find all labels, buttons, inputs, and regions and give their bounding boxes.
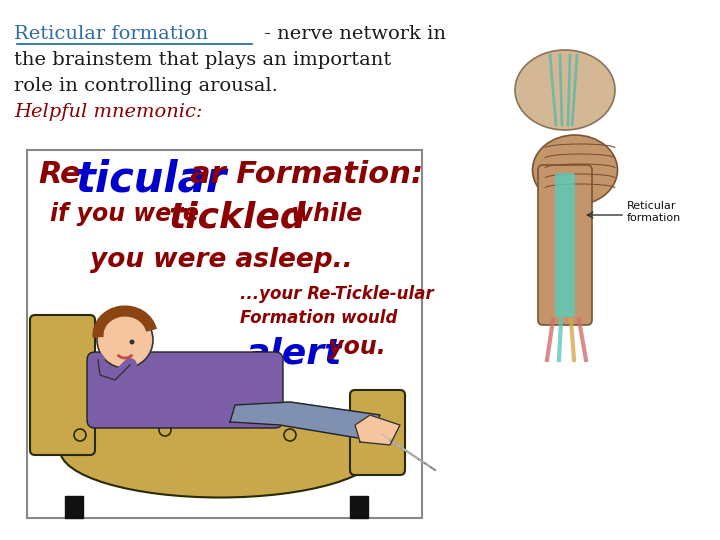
Text: the brainstem that plays an important: the brainstem that plays an important: [14, 51, 391, 69]
Text: ...your Re-Tickle-ular
Formation would: ...your Re-Tickle-ular Formation would: [240, 285, 433, 327]
FancyBboxPatch shape: [350, 390, 405, 475]
Text: tickled: tickled: [168, 200, 306, 234]
Bar: [27, 150, 422, 518]
Text: Helpful mnemonic:: Helpful mnemonic:: [14, 103, 202, 121]
Text: Reticular formation: Reticular formation: [14, 25, 208, 43]
FancyBboxPatch shape: [555, 173, 575, 317]
Text: ar Formation:: ar Formation:: [190, 160, 423, 189]
Text: if you were: if you were: [50, 202, 207, 226]
FancyBboxPatch shape: [538, 165, 592, 325]
Text: while: while: [283, 202, 362, 226]
Circle shape: [97, 312, 153, 368]
Polygon shape: [355, 415, 400, 445]
Text: you were asleep..: you were asleep..: [90, 247, 353, 273]
Circle shape: [130, 340, 135, 345]
Text: - nerve network in: - nerve network in: [258, 25, 446, 43]
Text: Reticular
formation: Reticular formation: [627, 201, 681, 223]
Ellipse shape: [533, 135, 618, 205]
Bar: [350, 496, 368, 518]
Ellipse shape: [60, 402, 380, 497]
Bar: [65, 496, 83, 518]
Text: alert: alert: [245, 337, 341, 371]
Text: you.: you.: [320, 335, 386, 359]
Text: role in controlling arousal.: role in controlling arousal.: [14, 77, 278, 95]
Polygon shape: [230, 402, 380, 440]
Text: Re: Re: [38, 160, 81, 189]
Text: ticular: ticular: [75, 158, 226, 200]
FancyBboxPatch shape: [87, 352, 283, 428]
Ellipse shape: [515, 50, 615, 130]
FancyBboxPatch shape: [30, 315, 95, 455]
